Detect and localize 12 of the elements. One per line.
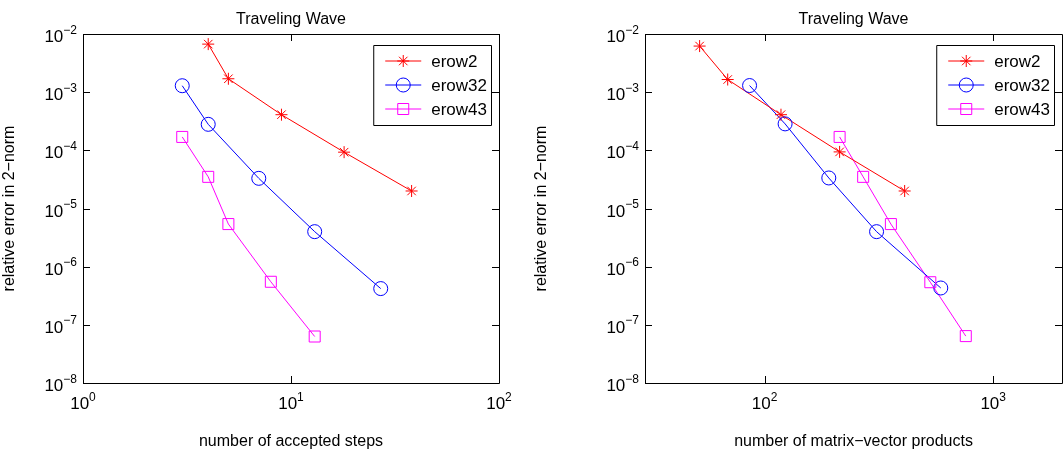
chart-title: Traveling Wave <box>236 10 347 27</box>
legend-label: erow32 <box>431 75 488 95</box>
legend-label: erow32 <box>994 75 1051 95</box>
x-axis-title: number of matrix−vector products <box>734 431 973 449</box>
legend-label: erow2 <box>431 51 478 71</box>
legend-label: erow43 <box>994 99 1051 119</box>
legend-label: erow2 <box>994 51 1041 71</box>
y-axis-title: relative error in 2−norm <box>0 125 18 292</box>
y-axis-title: relative error in 2−norm <box>532 125 550 292</box>
chart-title: Traveling Wave <box>798 10 909 27</box>
legend-label: erow43 <box>431 99 488 119</box>
x-axis-title: number of accepted steps <box>198 431 384 449</box>
